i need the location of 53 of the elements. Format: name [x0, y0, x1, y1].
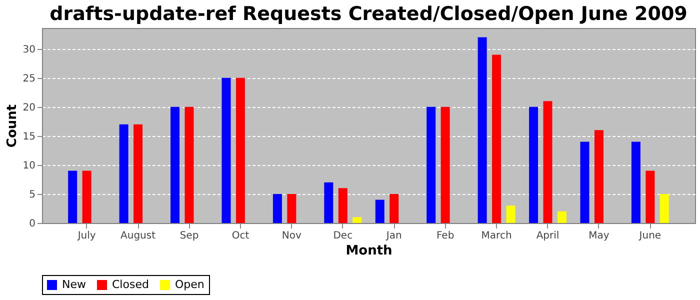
- bar: [543, 101, 552, 223]
- bar: [390, 194, 399, 223]
- bar: [375, 200, 384, 223]
- x-tick-label: Dec: [333, 230, 353, 242]
- x-tick-label: April: [536, 230, 560, 242]
- y-tick-label: 5: [29, 189, 36, 200]
- bar: [338, 188, 348, 223]
- y-tick-label: 30: [22, 44, 36, 56]
- bar: [287, 194, 296, 223]
- y-tick-label: 25: [22, 73, 36, 84]
- bar: [236, 78, 245, 223]
- bar: [272, 194, 282, 223]
- x-tick-label: Oct: [232, 230, 250, 242]
- bar: [119, 124, 128, 223]
- x-tick-label: May: [588, 230, 610, 242]
- x-tick-label: March: [481, 230, 512, 242]
- bar: [170, 106, 180, 223]
- bar: [134, 124, 143, 223]
- bar: [506, 206, 516, 223]
- x-tick-label: August: [120, 230, 156, 242]
- x-tick-label: Sep: [180, 230, 199, 242]
- bar: [478, 37, 487, 223]
- y-tick-label: 15: [22, 131, 36, 142]
- y-tick-label: 0: [29, 218, 36, 230]
- legend-label: Open: [175, 278, 204, 291]
- bar: [646, 170, 655, 223]
- x-tick-label: June: [638, 230, 662, 242]
- legend-label: New: [62, 278, 86, 291]
- bar: [82, 170, 92, 223]
- bar: [222, 78, 231, 223]
- x-tick-label: Jan: [385, 230, 402, 242]
- bar: [426, 106, 436, 223]
- bar: [631, 142, 640, 223]
- bar: [557, 211, 566, 223]
- bar: [660, 194, 669, 223]
- chart-title: drafts-update-ref Requests Created/Closed/Open June 2009: [50, 3, 688, 25]
- bar: [68, 170, 78, 223]
- x-tick-label: July: [76, 230, 96, 242]
- bar: [492, 54, 502, 223]
- bar: [580, 142, 590, 223]
- y-tick-label: 20: [22, 102, 36, 114]
- bar: [352, 217, 362, 223]
- legend-label: Closed: [112, 278, 149, 291]
- bar: [440, 106, 450, 223]
- y-axis-title: Count: [4, 104, 20, 148]
- bar: [529, 106, 538, 223]
- bar: [184, 106, 194, 223]
- bar: [594, 130, 604, 223]
- bar: [324, 182, 334, 223]
- y-tick-label: 10: [22, 160, 36, 172]
- x-tick-label: Feb: [436, 230, 454, 242]
- x-axis-title: Month: [346, 244, 392, 258]
- x-tick-label: Nov: [282, 230, 302, 242]
